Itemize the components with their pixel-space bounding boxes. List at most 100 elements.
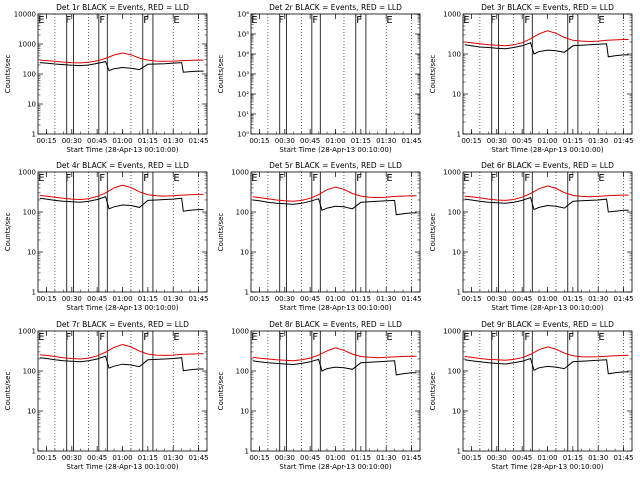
x-tick-label: 00:30 — [275, 137, 295, 145]
x-tick-label: 00:15 — [249, 137, 269, 145]
flag-label: E — [598, 332, 604, 343]
x-tick-label: 01:00 — [112, 137, 132, 145]
plot-frame — [250, 13, 421, 135]
x-tick-label: 00:30 — [275, 454, 295, 462]
chart-title: Det 1r BLACK = Events, RED = LLD — [56, 3, 189, 12]
x-axis-label: Start Time (28-Apr-13 00:10:00) — [66, 463, 178, 471]
y-axis-label: Counts/sec — [429, 213, 437, 252]
series-line-events — [464, 357, 629, 375]
plot-frame — [250, 330, 421, 452]
y-tick-label: 10 — [452, 91, 461, 99]
series-line-lld — [39, 52, 204, 64]
series-line-lld — [39, 343, 204, 360]
x-tick-label: 01:30 — [588, 295, 608, 303]
chart-panel-5: Det 5r BLACK = Events, RED = LLD E F F F E 1 10… — [217, 161, 422, 312]
x-tick-label: 01:45 — [401, 137, 421, 145]
series-line-lld — [464, 185, 629, 201]
flag-label: E — [463, 332, 469, 343]
x-axis-label: Start Time (28-Apr-13 00:10:00) — [66, 146, 178, 154]
x-tick-label: 01:45 — [613, 295, 633, 303]
y-tick-label: 1 — [245, 448, 249, 456]
flag-label: E — [386, 332, 392, 343]
y-tick-label: 1000 — [18, 41, 36, 49]
chart-panel-1: Det 1r BLACK = Events, RED = LLD E F F F E 1 10… — [4, 3, 209, 154]
x-tick-label: 00:30 — [62, 295, 82, 303]
chart-panel-2: Det 2r BLACK = Events, RED = LLD E F F F E 10⁰… — [217, 3, 422, 154]
flag-label: E — [463, 173, 469, 184]
x-axis-label: Start Time (28-Apr-13 00:10:00) — [279, 463, 391, 471]
x-tick-label: 01:45 — [188, 137, 208, 145]
chart-panel-4: Det 4r BLACK = Events, RED = LLD E F F F E 1 10… — [4, 161, 209, 312]
x-tick-label: 01:15 — [563, 454, 583, 462]
y-tick-label: 1 — [457, 289, 461, 297]
y-tick-label: 100 — [448, 209, 461, 217]
y-axis-label: Counts/sec — [4, 55, 12, 94]
series-line-events — [39, 61, 204, 73]
plot-frame — [37, 330, 208, 452]
flag-label: E — [38, 173, 44, 184]
x-tick-label: 01:00 — [537, 454, 557, 462]
y-tick-label: 100 — [448, 51, 461, 59]
flag-label: E — [598, 173, 604, 184]
plot-frame — [462, 13, 633, 135]
flag-label: F — [279, 173, 285, 184]
y-tick-label: 1 — [457, 131, 461, 139]
x-tick-label: 01:45 — [401, 295, 421, 303]
y-tick-label: 100 — [236, 209, 249, 217]
flag-label: F — [66, 15, 72, 26]
x-tick-label: 00:45 — [300, 295, 320, 303]
series-line-events — [252, 358, 417, 376]
x-tick-label: 00:30 — [275, 295, 295, 303]
x-tick-label: 01:45 — [613, 454, 633, 462]
x-tick-label: 01:00 — [325, 137, 345, 145]
y-tick-label: 100 — [448, 368, 461, 376]
flag-label: E — [463, 15, 469, 26]
y-tick-label: 1 — [32, 448, 36, 456]
x-tick-label: 01:00 — [325, 454, 345, 462]
x-tick-label: 01:30 — [376, 295, 396, 303]
series-line-lld — [464, 346, 629, 361]
plot-frame — [37, 13, 208, 135]
flag-label: F — [491, 173, 497, 184]
y-tick-label: 10⁰ — [237, 131, 249, 139]
x-tick-label: 00:45 — [512, 295, 532, 303]
x-axis-label: Start Time (28-Apr-13 00:10:00) — [279, 146, 391, 154]
x-tick-label: 00:45 — [87, 454, 107, 462]
x-axis-label: Start Time (28-Apr-13 00:10:00) — [491, 304, 603, 312]
y-tick-label: 1000 — [443, 11, 461, 19]
flag-label: E — [598, 15, 604, 26]
y-tick-label: 1 — [32, 131, 36, 139]
x-tick-label: 00:15 — [36, 454, 56, 462]
x-tick-label: 00:45 — [300, 137, 320, 145]
y-tick-label: 10¹ — [237, 111, 249, 119]
y-tick-label: 10⁴ — [237, 51, 249, 59]
y-tick-label: 100 — [23, 209, 36, 217]
chart-panel-7: Det 7r BLACK = Events, RED = LLD E F F F E 1 10… — [4, 320, 209, 471]
series-line-events — [39, 196, 204, 212]
x-axis-label: Start Time (28-Apr-13 00:10:00) — [66, 304, 178, 312]
x-tick-label: 01:30 — [376, 454, 396, 462]
y-tick-label: 1000 — [231, 169, 249, 177]
y-tick-label: 10 — [452, 249, 461, 257]
flag-label: E — [251, 332, 257, 343]
y-tick-label: 10⁵ — [237, 31, 249, 39]
chart-panel-9: Det 9r BLACK = Events, RED = LLD E F F F E 1 10… — [429, 320, 634, 471]
x-tick-label: 01:00 — [112, 454, 132, 462]
y-tick-label: 10 — [27, 408, 36, 416]
flag-label: F — [568, 15, 574, 26]
y-tick-label: 10³ — [237, 71, 249, 79]
chart-panel-6: Det 6r BLACK = Events, RED = LLD E F F F E 1 10… — [429, 161, 634, 312]
x-axis-label: Start Time (28-Apr-13 00:10:00) — [279, 304, 391, 312]
flag-label: F — [99, 332, 105, 343]
plot-frame — [462, 171, 633, 293]
plot-frame — [250, 171, 421, 293]
x-tick-label: 01:00 — [112, 295, 132, 303]
x-tick-label: 00:15 — [461, 454, 481, 462]
chart-title: Det 5r BLACK = Events, RED = LLD — [269, 161, 402, 170]
x-tick-label: 01:45 — [188, 295, 208, 303]
y-tick-label: 1 — [245, 289, 249, 297]
series-line-events — [252, 198, 417, 216]
plot-frame — [37, 171, 208, 293]
flag-label: F — [491, 15, 497, 26]
